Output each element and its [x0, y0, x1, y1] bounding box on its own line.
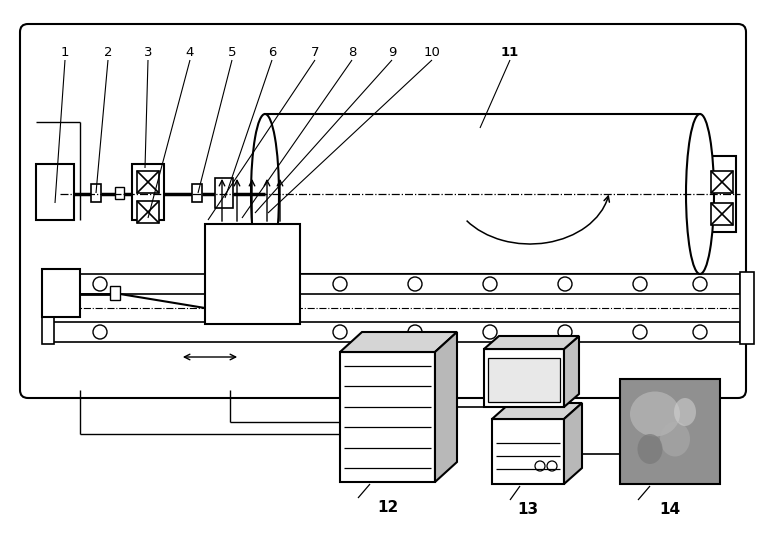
Bar — [215, 178, 233, 208]
Polygon shape — [340, 332, 457, 352]
Bar — [137, 201, 159, 223]
Bar — [340, 352, 435, 482]
Bar — [36, 164, 74, 220]
Text: 8: 8 — [348, 45, 356, 59]
Bar — [132, 164, 164, 220]
Text: 6: 6 — [268, 45, 276, 59]
Ellipse shape — [660, 422, 690, 457]
Text: 7: 7 — [311, 45, 319, 59]
Text: 11: 11 — [501, 45, 519, 59]
Bar — [91, 184, 101, 202]
Polygon shape — [564, 336, 579, 407]
Bar — [115, 187, 124, 199]
Text: 10: 10 — [424, 45, 440, 59]
Text: 5: 5 — [228, 45, 237, 59]
Bar — [205, 224, 300, 324]
Bar — [620, 379, 720, 484]
Text: 4: 4 — [186, 45, 194, 59]
Bar — [48, 274, 740, 294]
Ellipse shape — [686, 114, 714, 274]
Bar — [740, 272, 754, 344]
Polygon shape — [484, 336, 579, 349]
Bar — [711, 203, 733, 225]
Bar — [708, 156, 736, 232]
Bar — [48, 322, 740, 342]
Text: 1: 1 — [61, 45, 69, 59]
Text: 14: 14 — [660, 502, 680, 517]
Bar — [42, 272, 54, 344]
Bar — [265, 114, 700, 274]
Ellipse shape — [630, 391, 680, 437]
Text: 9: 9 — [388, 45, 396, 59]
Bar — [42, 269, 80, 317]
Text: 13: 13 — [518, 502, 538, 517]
Bar — [484, 349, 564, 407]
Text: 2: 2 — [104, 45, 112, 59]
Bar — [192, 184, 202, 202]
Bar — [137, 171, 159, 193]
Text: 3: 3 — [144, 45, 152, 59]
Polygon shape — [435, 332, 457, 482]
Polygon shape — [564, 403, 582, 484]
Ellipse shape — [674, 398, 696, 426]
Text: 12: 12 — [377, 500, 398, 515]
Bar — [110, 286, 120, 300]
Ellipse shape — [251, 114, 279, 274]
Polygon shape — [492, 403, 582, 419]
Bar — [711, 171, 733, 193]
FancyBboxPatch shape — [20, 24, 746, 398]
Bar — [488, 358, 560, 402]
Ellipse shape — [637, 434, 663, 464]
Bar — [492, 419, 564, 484]
